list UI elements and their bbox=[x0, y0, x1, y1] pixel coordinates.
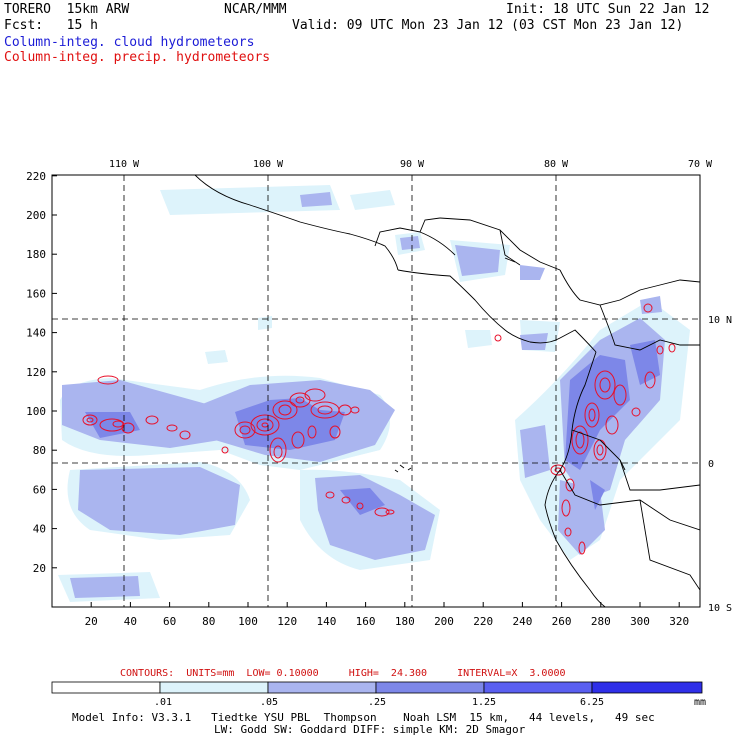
x-tick-label: 220 bbox=[473, 615, 493, 628]
color-legend bbox=[51, 681, 703, 694]
x-tick-label: 120 bbox=[277, 615, 297, 628]
lat-label-eq: 0 bbox=[708, 459, 714, 470]
legend-label-005: .05 bbox=[260, 697, 279, 708]
x-tick-label: 100 bbox=[238, 615, 258, 628]
x-tick-label: 240 bbox=[512, 615, 532, 628]
forecast-hour: Fcst: 15 h bbox=[4, 18, 98, 33]
x-tick-label: 300 bbox=[630, 615, 650, 628]
lon-label-110w: 110 W bbox=[109, 159, 140, 170]
y-tick-label: 140 bbox=[26, 327, 46, 340]
y-tick-label: 20 bbox=[33, 562, 46, 575]
x-tick-label: 140 bbox=[316, 615, 336, 628]
lat-label-10s: 10 S bbox=[708, 603, 732, 614]
model-info-line2: LW: Godd SW: Goddard DIFF: simple KM: 2D… bbox=[214, 723, 526, 736]
legend-label-625: 6.25 bbox=[580, 697, 605, 708]
legend-label-025: .25 bbox=[368, 697, 387, 708]
model-info-line1: Model Info: V3.3.1 Tiedtke YSU PBL Thomp… bbox=[72, 711, 655, 724]
valid-time: Valid: 09 UTC Mon 23 Jan 12 (03 CST Mon … bbox=[292, 18, 684, 33]
x-tick-label: 80 bbox=[202, 615, 215, 628]
x-tick-label: 160 bbox=[356, 615, 376, 628]
legend-label-125: 1.25 bbox=[472, 697, 497, 708]
y-tick-label: 60 bbox=[33, 483, 46, 496]
lon-label-70w: 70 W bbox=[688, 159, 713, 170]
contours-info: CONTOURS: UNITS=mm LOW= 0.10000 HIGH= 24… bbox=[120, 668, 566, 679]
y-tick-label: 80 bbox=[33, 444, 46, 457]
field-cloud-label: Column-integ. cloud hydrometeors bbox=[4, 35, 255, 50]
x-tick-label: 40 bbox=[124, 615, 137, 628]
field-precip-label: Column-integ. precip. hydrometeors bbox=[4, 50, 271, 65]
lat-lon-grid bbox=[52, 175, 700, 607]
init-time: Init: 18 UTC Sun 22 Jan 12 bbox=[506, 2, 710, 17]
x-tick-label: 180 bbox=[395, 615, 415, 628]
y-tick-label: 40 bbox=[33, 523, 46, 536]
y-tick-label: 100 bbox=[26, 405, 46, 418]
lon-label-90w: 90 W bbox=[400, 159, 425, 170]
x-axis-ticks: 20 40 60 80 100 120 140 160 180 200 220 240 260 280 30… bbox=[85, 602, 689, 628]
y-tick-label: 160 bbox=[26, 287, 46, 300]
lon-label-80w: 80 W bbox=[544, 159, 569, 170]
legend-unit: mm bbox=[694, 697, 707, 708]
organization-label: NCAR/MMM bbox=[224, 2, 287, 17]
precip-contours bbox=[82, 303, 676, 555]
lon-label-100w: 100 W bbox=[253, 159, 284, 170]
x-tick-label: 320 bbox=[669, 615, 689, 628]
y-tick-label: 180 bbox=[26, 248, 46, 261]
x-tick-label: 200 bbox=[434, 615, 454, 628]
model-title: TORERO 15km ARW bbox=[4, 2, 130, 17]
legend-label-001: .01 bbox=[154, 697, 173, 708]
coastlines bbox=[194, 175, 700, 607]
y-axis-ticks: 20 40 60 80 100 120 140 160 180 200 220 bbox=[26, 170, 57, 575]
y-tick-label: 200 bbox=[26, 209, 46, 222]
x-tick-label: 280 bbox=[591, 615, 611, 628]
x-tick-label: 60 bbox=[163, 615, 176, 628]
x-tick-label: 20 bbox=[85, 615, 98, 628]
map-frame bbox=[51, 174, 701, 608]
y-tick-label: 120 bbox=[26, 366, 46, 379]
x-tick-label: 260 bbox=[552, 615, 572, 628]
cloud-strong-fields bbox=[85, 340, 660, 515]
y-tick-label: 220 bbox=[26, 170, 46, 183]
lat-label-10n: 10 N bbox=[708, 315, 732, 326]
